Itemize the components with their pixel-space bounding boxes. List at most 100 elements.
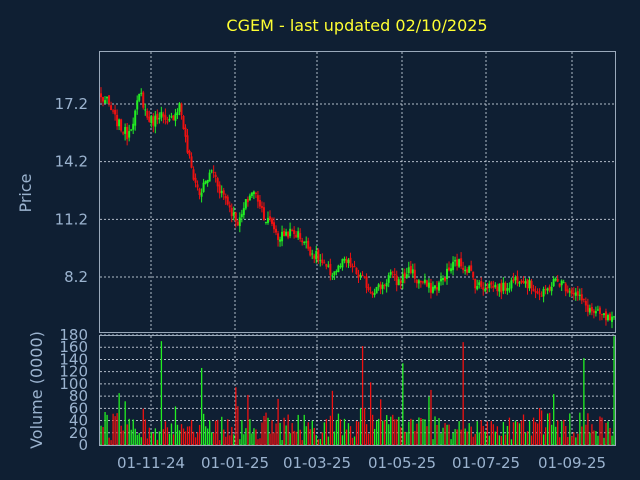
volume-bar [325, 419, 328, 445]
price-candle-body [128, 131, 131, 138]
volume-bar [603, 437, 605, 445]
price-candle-body [281, 231, 284, 242]
volume-bar [540, 410, 543, 445]
volume-bar [243, 434, 245, 445]
price-candle-body [102, 97, 105, 102]
price-candle-body [126, 126, 129, 140]
volume-bar [462, 342, 464, 445]
price-candle-body [252, 191, 255, 195]
volume-bar [402, 363, 404, 445]
volume-bar [464, 428, 466, 445]
price-candle-body [353, 266, 356, 268]
volume-bar [561, 421, 563, 445]
volume-bar [424, 419, 426, 445]
volume-tick-label: 140 [59, 350, 88, 368]
price-candle-body [347, 259, 350, 264]
volume-bar [365, 424, 368, 445]
price-candle-body [206, 179, 209, 183]
price-candle-body [570, 289, 573, 294]
volume-bar [595, 431, 597, 445]
price-candle-body [275, 228, 278, 233]
volume-bar [269, 433, 271, 445]
price-candle-body [528, 280, 531, 289]
volume-bar [247, 394, 249, 445]
price-candle-body [480, 281, 483, 287]
price-candle-body [478, 282, 481, 286]
volume-bar [227, 419, 229, 445]
volume-bar [486, 421, 488, 445]
volume-bar [257, 439, 259, 445]
volume-bar [102, 426, 104, 445]
volume-bar [299, 429, 301, 445]
price-candle-body [224, 196, 227, 199]
volume-bar [530, 435, 533, 445]
volume-bar [524, 432, 527, 445]
volume-bar [263, 415, 265, 445]
volume-bar [160, 341, 163, 445]
volume-bar [249, 419, 251, 445]
volume-bar [571, 436, 573, 445]
volume-bar [601, 417, 603, 445]
volume-bar [514, 420, 517, 445]
volume-bar [317, 439, 319, 445]
price-candle-body [476, 286, 479, 290]
price-candle-body [520, 280, 523, 283]
volume-tick-label: 180 [59, 326, 88, 344]
price-candle-body [146, 110, 149, 118]
price-candle-body [266, 217, 269, 223]
price-candle-body [172, 115, 175, 121]
volume-bar [528, 421, 531, 445]
volume-bar [146, 438, 148, 445]
volume-bar [186, 426, 189, 445]
price-candle-body [198, 188, 201, 196]
volume-bar [106, 414, 108, 445]
price-candle-body [150, 115, 153, 124]
volume-bar [168, 433, 171, 445]
volume-bar [382, 420, 384, 445]
price-candle-body [604, 311, 607, 321]
price-axis-ticks: 8.2 11.2 14.2 17.2 [55, 95, 88, 286]
volume-tick-label: 80 [69, 387, 88, 405]
price-candle-body [588, 308, 591, 313]
price-candle-body [182, 115, 185, 130]
price-candle-body [230, 208, 233, 217]
price-candle-body [291, 230, 294, 232]
price-candle-body [301, 240, 304, 243]
volume-bar [466, 431, 468, 445]
volume-bar [512, 422, 515, 445]
price-candle-body [407, 267, 410, 274]
volume-bar [440, 433, 442, 445]
volume-bar [361, 346, 364, 445]
volume-bar [307, 422, 309, 445]
volume-bar [309, 429, 311, 445]
price-candle-body [510, 280, 513, 289]
price-candle-body [335, 271, 338, 273]
volume-bar [190, 420, 193, 445]
price-candle-body [574, 292, 577, 296]
price-candle-body [397, 279, 400, 286]
price-candle-body [142, 92, 145, 108]
price-candle-body [315, 251, 318, 260]
volume-bar [221, 416, 223, 445]
volume-axis-label: Volume (0000) [27, 331, 46, 449]
price-candle-body [220, 191, 223, 193]
volume-bar [205, 426, 207, 445]
volume-bar [303, 414, 305, 445]
price-candle-body [194, 177, 197, 183]
price-candle-body [258, 199, 261, 207]
price-candle-body [580, 294, 583, 301]
price-candle-body [327, 265, 330, 267]
volume-bar [331, 390, 334, 445]
price-candle-body [365, 276, 368, 288]
volume-bar [422, 419, 424, 445]
volume-bar [130, 429, 132, 445]
price-candle-body [355, 267, 358, 275]
price-candle-body [132, 123, 135, 130]
price-candle-body [484, 288, 487, 292]
volume-bar [261, 422, 263, 445]
volume-bar [454, 429, 456, 445]
volume-bar [553, 394, 555, 445]
price-candle-body [431, 286, 434, 293]
